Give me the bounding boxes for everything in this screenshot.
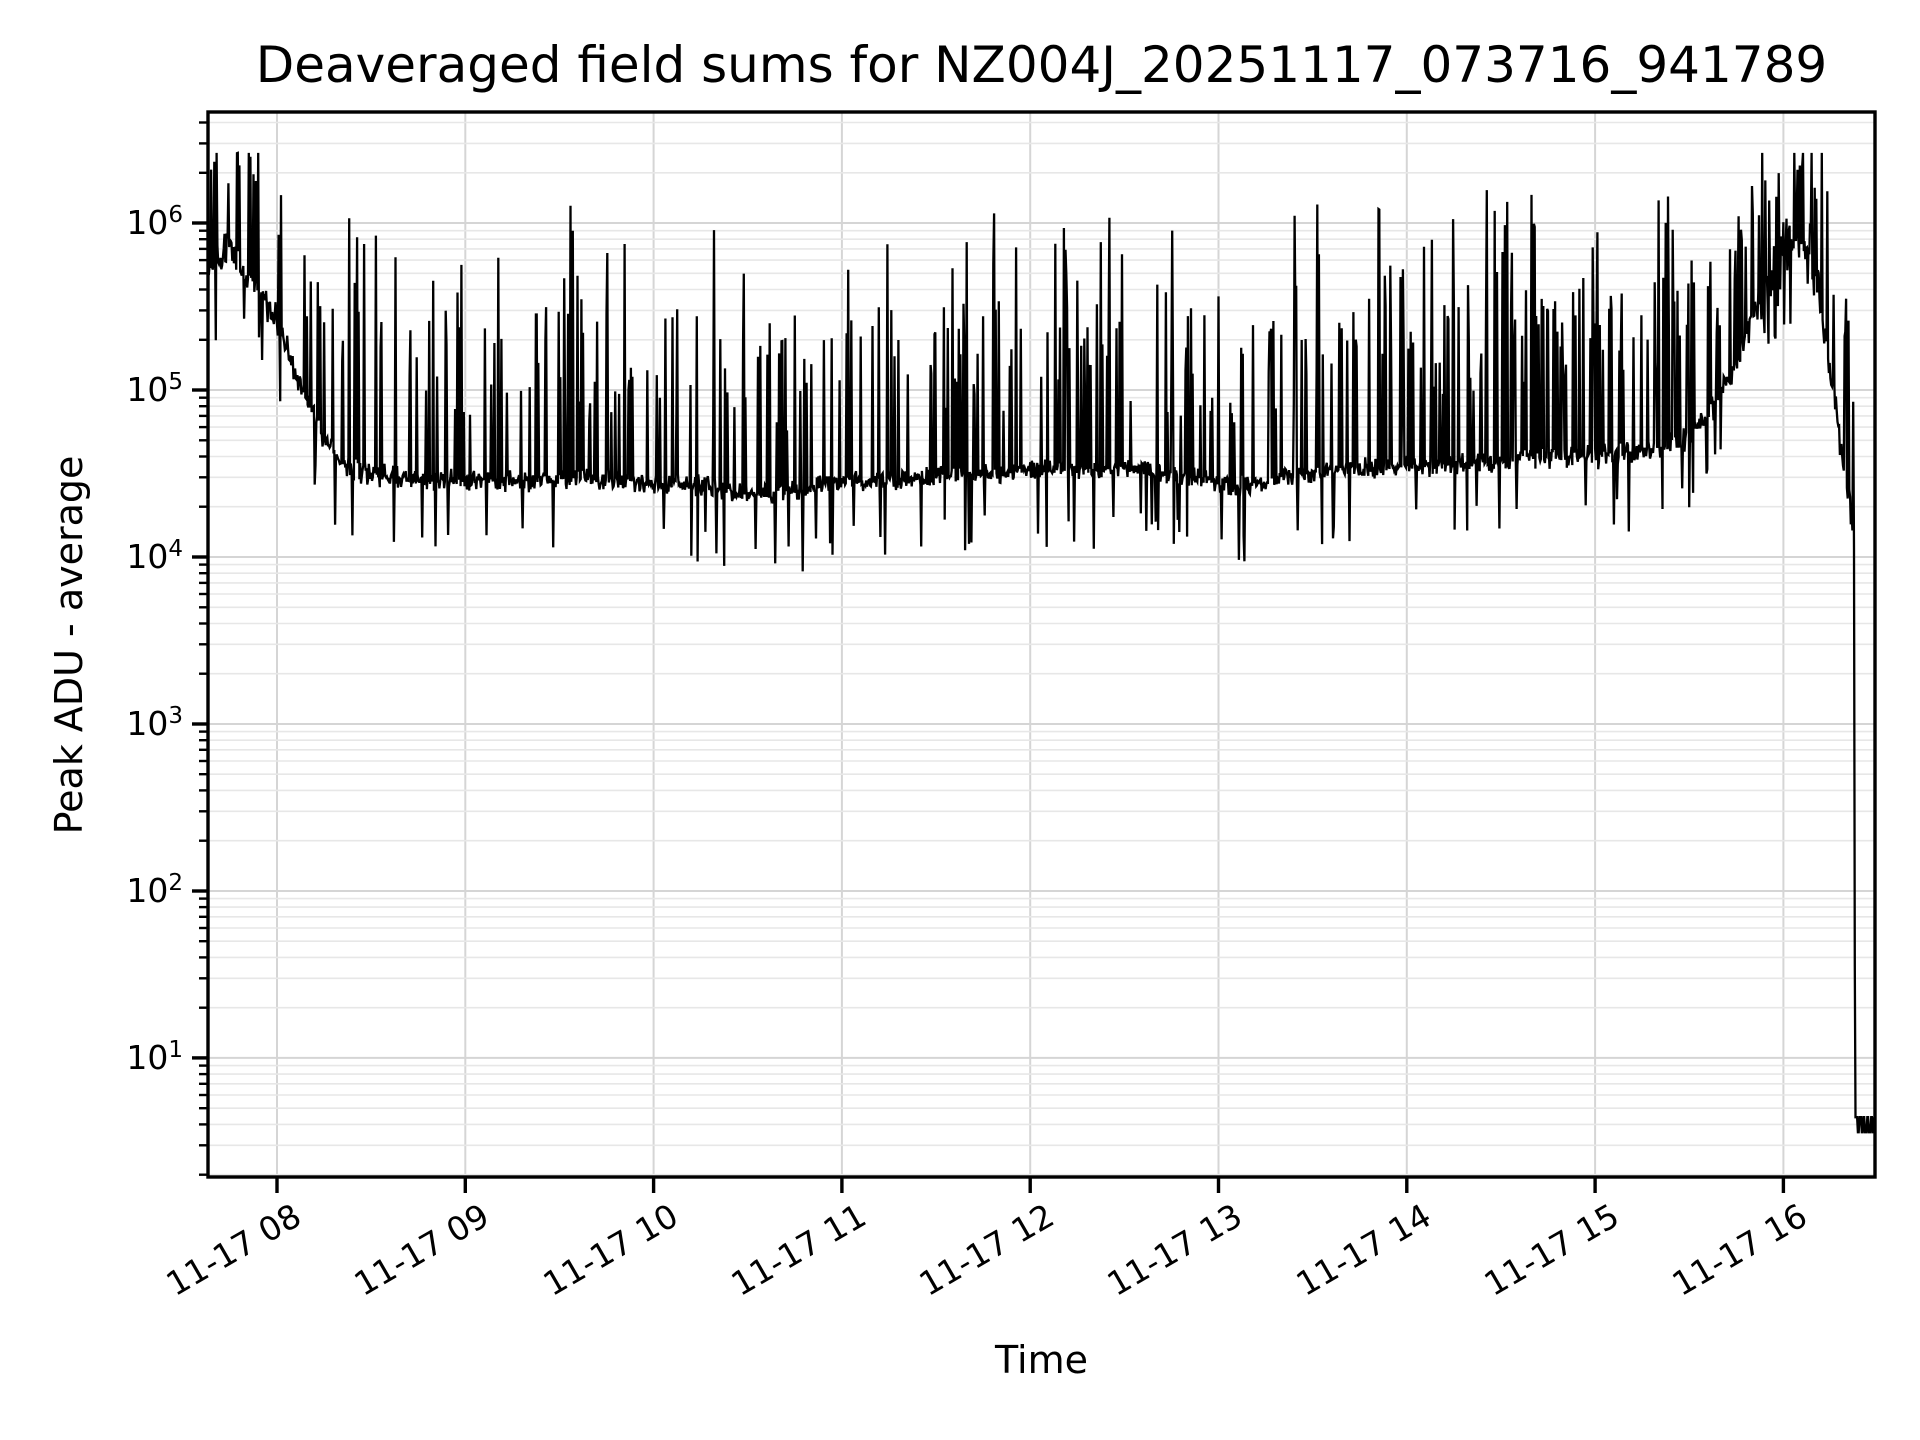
y-tick-label: 104 <box>126 536 183 576</box>
y-tick-label: 101 <box>126 1036 183 1077</box>
y-tick-label: 105 <box>126 369 183 410</box>
y-axis-label: Peak ADU - average <box>47 455 91 835</box>
y-tick-label: 102 <box>126 869 183 910</box>
x-axis-label: Time <box>995 1338 1088 1382</box>
y-tick-label: 106 <box>126 202 183 243</box>
chart-title: Deaveraged field sums for NZ004J_2025111… <box>255 36 1828 94</box>
y-tick-label: 103 <box>126 702 183 743</box>
series-line <box>206 151 1876 1134</box>
